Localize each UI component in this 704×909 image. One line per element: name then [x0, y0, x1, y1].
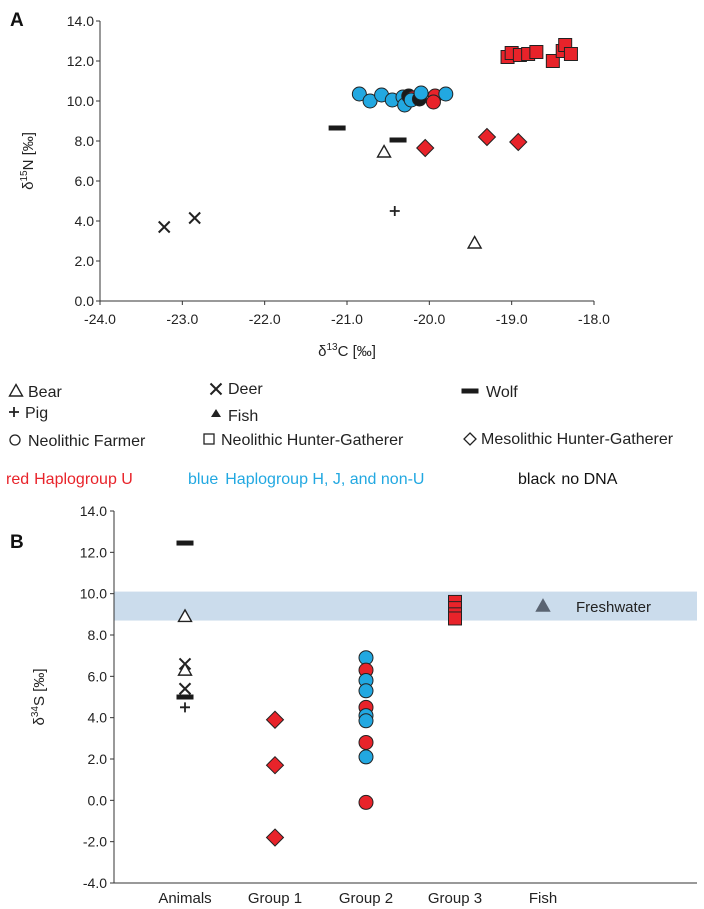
y-tick-label-a: 8.0 [75, 133, 95, 149]
y-tick-label-b: -2.0 [83, 834, 107, 850]
point-b-square [448, 611, 462, 626]
color-key: red Haplogroup U [6, 471, 133, 488]
point-b-cross [178, 682, 192, 695]
y-tick-label-a: 6.0 [75, 173, 95, 189]
point-a-triangle [466, 235, 483, 249]
panel-label-b: B [10, 532, 24, 553]
point-a-circle [438, 86, 454, 102]
point-a-square [529, 45, 544, 59]
y-tick-label-a: 2.0 [75, 253, 95, 269]
y-tick-label-b: 4.0 [88, 710, 108, 726]
x-tick-label-a: -21.0 [331, 311, 363, 327]
point-a-triangle [376, 144, 392, 158]
y-tick-label-b: 0.0 [88, 792, 108, 808]
point-a-diamond [477, 127, 497, 147]
point-b-triangle [535, 598, 551, 612]
y-tick-label-b: 10.0 [80, 586, 107, 602]
legend-marker-fish [211, 409, 221, 417]
point-a-square [563, 47, 578, 61]
point-a-dash [328, 125, 346, 131]
y-tick-label-a: 12.0 [67, 53, 94, 69]
freshwater-label: Freshwater [576, 599, 651, 616]
y-tick-label-a: 14.0 [67, 13, 94, 29]
chart-b: -4.0 -2.0 0.0 2.0 4.0 6.0 8.0 10.0 12.0 14.0 Anim… [30, 503, 697, 907]
point-b-circle [358, 749, 374, 765]
legend-wolf: Wolf [486, 384, 518, 401]
legend-marker-neolithic-farmer [9, 434, 21, 446]
point-b-circle [358, 713, 374, 729]
category-label-b: Group 1 [248, 890, 302, 907]
legend-marker-neolithic-hunter-gatherer [203, 433, 215, 445]
y-tick-label-b: 12.0 [80, 544, 107, 560]
panel-label-a: A [10, 10, 24, 31]
point-b-diamond [265, 710, 285, 729]
point-a-circle [351, 86, 367, 102]
x-tick-label-a: -20.0 [413, 311, 445, 327]
point-a-diamond [416, 138, 435, 158]
y-tick-label-b: -4.0 [83, 875, 107, 891]
category-label-b: Group 2 [339, 890, 393, 907]
category-label-b: Group 3 [428, 890, 482, 907]
point-a-plus [389, 206, 400, 216]
legend-bear: Bear [28, 384, 62, 401]
point-b-triangle [177, 662, 193, 676]
point-b-plus [180, 702, 190, 713]
y-tick-label-a: 10.0 [67, 93, 94, 109]
legend-marker-bear [8, 383, 24, 397]
legend-marker-deer [209, 382, 223, 396]
color-key-blue: blue Haplogroup H, J, and non-U [188, 471, 424, 488]
x-tick-label-a: -18.0 [578, 311, 610, 327]
y-tick-label-b: 2.0 [88, 751, 108, 767]
category-label-b: Fish [529, 890, 557, 907]
point-b-dash [176, 694, 194, 700]
y-tick-label-a: 0.0 [75, 293, 95, 309]
x-tick-label-a: -22.0 [249, 311, 281, 327]
legend-marker-mesolithic-hunter-gatherer [463, 432, 477, 446]
legend-mesolithic-hunter-gatherer: Mesolithic Hunter-Gatherer [481, 431, 674, 448]
legend-neolithic-hunter-gatherer: Neolithic Hunter-Gatherer [221, 432, 404, 449]
point-b-triangle [177, 608, 193, 623]
y-tick-label-b: 6.0 [88, 668, 108, 684]
x-tick-label-a: -23.0 [166, 311, 198, 327]
x-tick-label-a: -19.0 [496, 311, 528, 327]
point-a-circle [413, 85, 429, 101]
legend-deer: Deer [228, 381, 263, 398]
x-tick-label-a: -24.0 [84, 311, 116, 327]
point-a-dash [389, 137, 407, 143]
point-a-circle [425, 94, 441, 110]
color-key-black: black no DNA [518, 471, 618, 488]
legend-marker-pig [9, 407, 19, 417]
x-axis-label-a: δ13C [‰] [318, 342, 376, 360]
y-tick-label-b: 8.0 [88, 627, 108, 643]
point-a-cross [158, 220, 171, 234]
category-label-b: Animals [158, 890, 211, 907]
point-b-circle [358, 683, 374, 699]
legend-neolithic-farmer: Neolithic Farmer [28, 433, 146, 450]
legend: Bear Deer Wolf Pig Fish Neolithic Farmer… [6, 381, 674, 488]
point-a-circle [362, 93, 378, 109]
legend-fish: Fish [228, 408, 258, 425]
y-tick-label-a: 4.0 [75, 213, 95, 229]
legend-pig: Pig [25, 405, 48, 422]
point-b-diamond [265, 755, 285, 775]
y-axis-label-b: δ34S [‰] [30, 669, 48, 726]
point-b-diamond [265, 828, 285, 847]
point-b-circle [358, 794, 374, 810]
point-a-cross [188, 211, 201, 225]
point-b-circle [358, 734, 374, 750]
y-tick-label-b: 14.0 [80, 503, 107, 519]
freshwater-band [114, 591, 697, 621]
point-a-diamond [509, 132, 528, 152]
legend-marker-wolf [461, 388, 479, 394]
y-axis-label-a: δ15N [‰] [19, 132, 37, 190]
chart-a: 0.0 2.0 4.0 6.0 8.0 10.0 12.0 14.0 -24.0 -23.0 -2… [19, 13, 610, 360]
point-b-dash [176, 540, 194, 546]
